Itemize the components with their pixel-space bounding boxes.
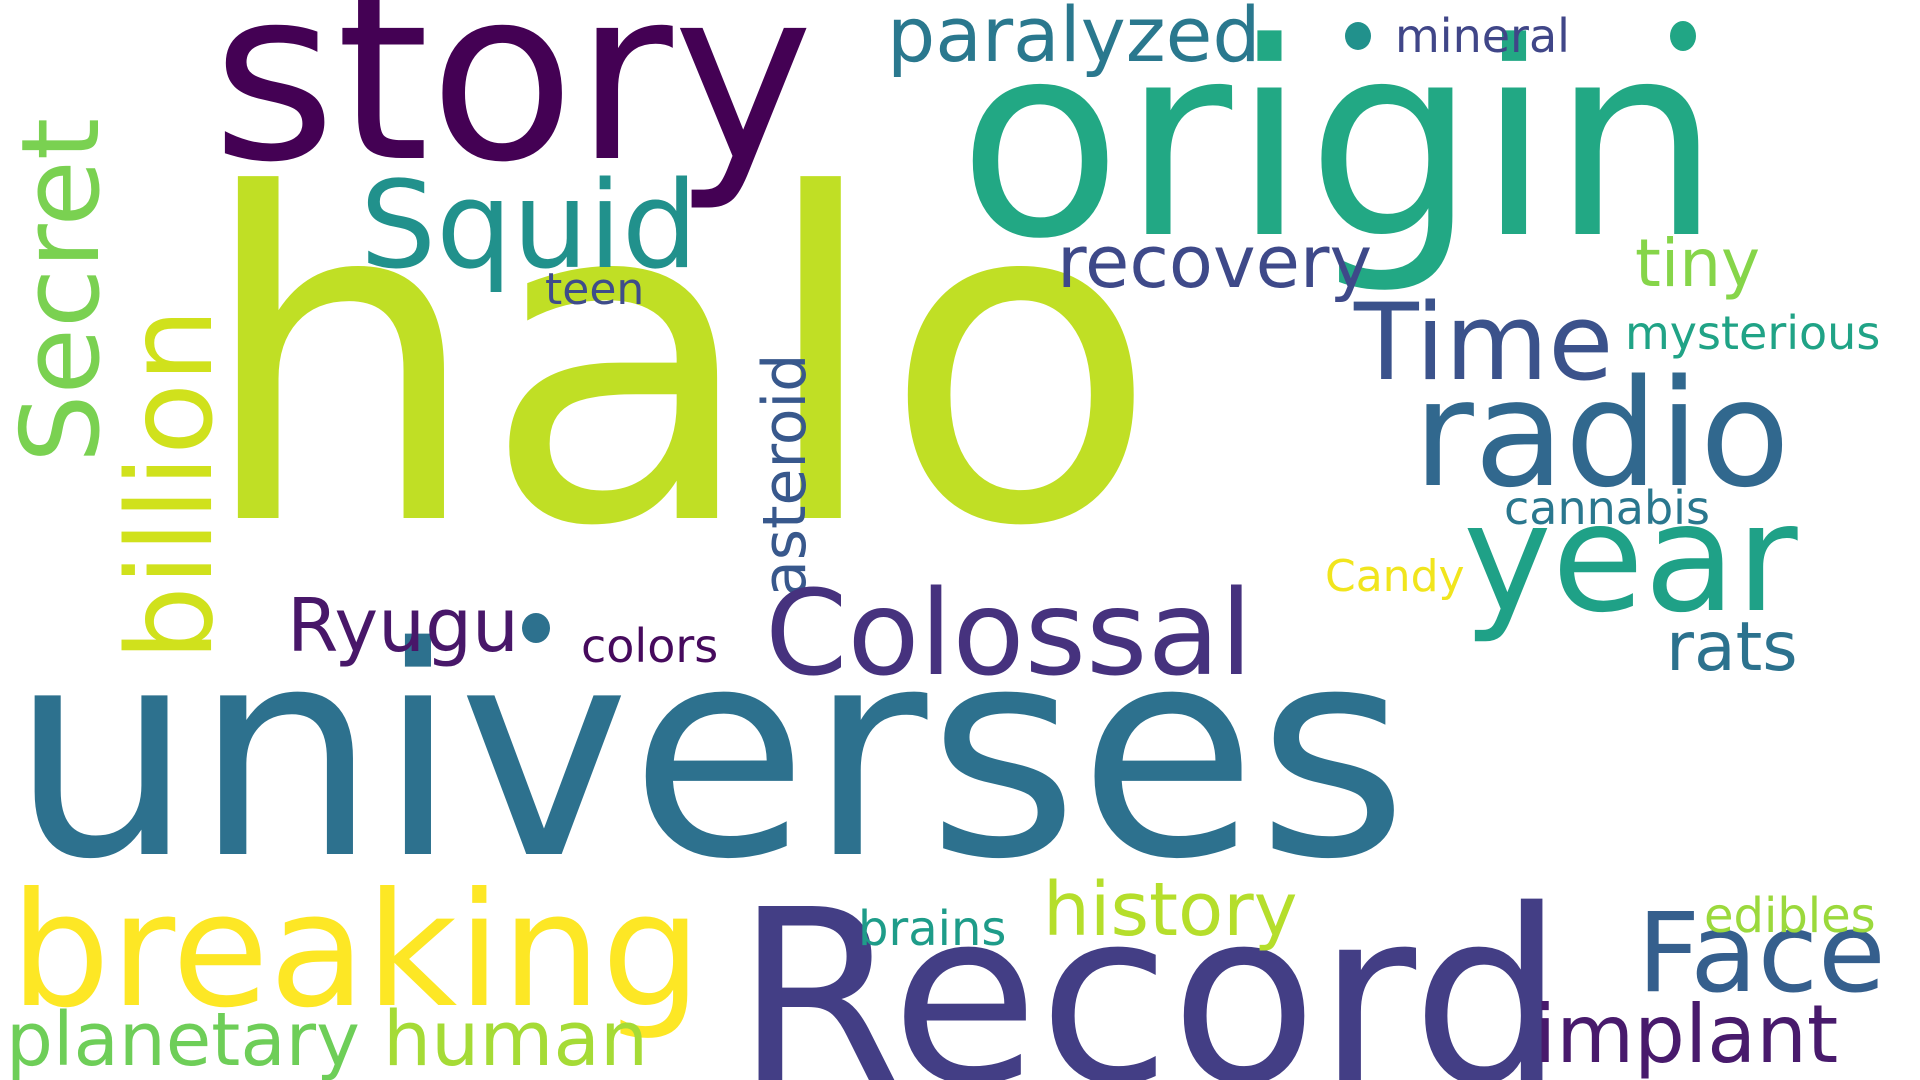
dot-1 [1345, 22, 1371, 50]
word-billion: billion [101, 307, 239, 661]
word-planetary: planetary [6, 997, 360, 1080]
word-story: story [212, 0, 814, 215]
word-ryugu: Ryugu [287, 583, 519, 669]
word-mineral: mineral [1395, 9, 1570, 63]
word-secret: Secret [0, 117, 124, 463]
word-history: history [1043, 867, 1298, 953]
word-paralyzed: paralyzed [887, 0, 1261, 79]
word-squid: Squid [360, 157, 698, 296]
word-tiny: tiny [1635, 225, 1761, 302]
dot-3 [522, 613, 550, 643]
word-teen: teen [545, 264, 645, 315]
word-breaking: breaking [10, 859, 702, 1043]
word-human: human [383, 994, 649, 1080]
word-radio: radio [1413, 348, 1791, 520]
word-colossal: Colossal [765, 564, 1253, 702]
word-year: year [1463, 472, 1798, 646]
word-halo: halo [197, 101, 1159, 625]
dot-2 [1670, 21, 1696, 51]
word-origin: origin [958, 0, 1722, 298]
word-asteroid: asteroid [750, 353, 820, 597]
word-implant: implant [1534, 988, 1839, 1080]
word-recovery: recovery [1057, 220, 1373, 304]
word-time: Time [1354, 281, 1614, 404]
word-universes: universes [10, 586, 1409, 923]
word-record: Record [735, 858, 1565, 1080]
word-colors: colors [581, 619, 719, 673]
word-rats: rats [1666, 608, 1798, 687]
word-brains: brains [858, 901, 1007, 957]
word-face: Face [1637, 889, 1886, 1017]
word-edibles: edibles [1704, 888, 1876, 944]
word-cannabis: cannabis [1504, 481, 1710, 535]
word-mysterious: mysterious [1625, 306, 1881, 360]
word-candy: Candy [1325, 551, 1465, 602]
